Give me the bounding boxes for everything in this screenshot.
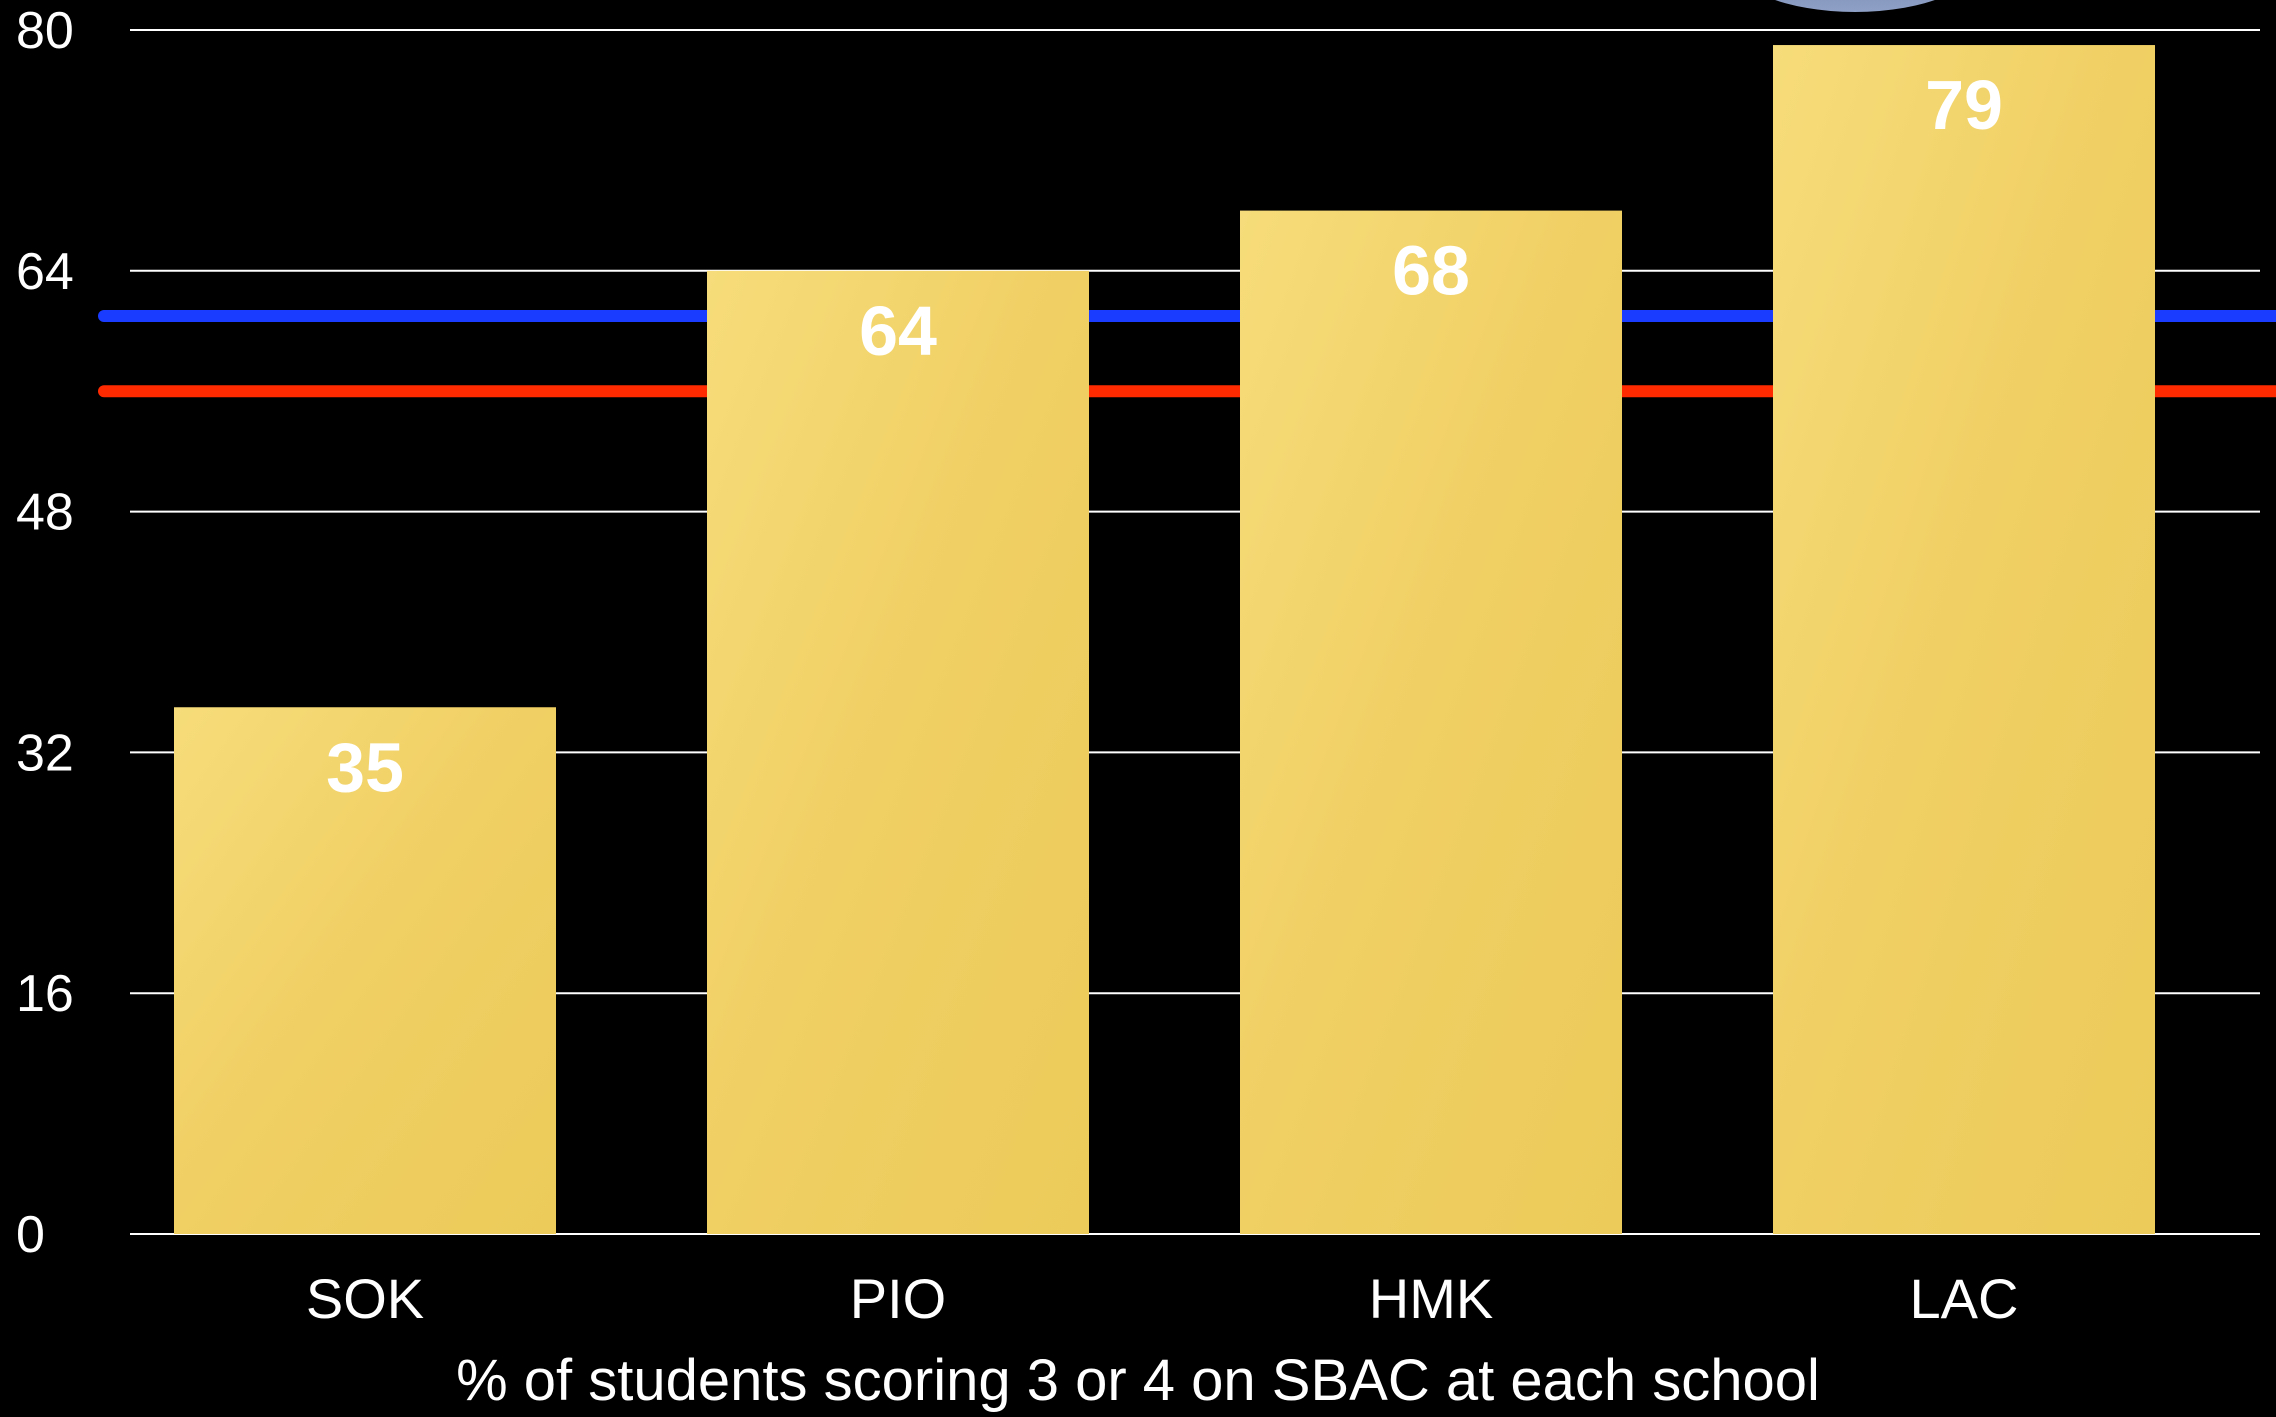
y-tick-label: 32 bbox=[16, 724, 74, 782]
x-axis-label: % of students scoring 3 or 4 on SBAC at … bbox=[456, 1348, 1820, 1413]
bar-sok bbox=[174, 707, 556, 1234]
x-tick-label: HMK bbox=[1369, 1267, 1493, 1330]
y-tick-label: 80 bbox=[16, 2, 74, 60]
data-label: 79 bbox=[1925, 66, 2003, 144]
y-tick-label: 48 bbox=[16, 484, 74, 542]
data-label: 68 bbox=[1392, 232, 1470, 310]
y-tick-label: 0 bbox=[16, 1206, 45, 1264]
bar-hmk bbox=[1240, 210, 1622, 1235]
x-tick-label: LAC bbox=[1910, 1267, 2019, 1330]
y-tick-label: 64 bbox=[16, 243, 74, 301]
bar-pio bbox=[707, 270, 1089, 1234]
bar-lac bbox=[1773, 45, 2155, 1234]
data-label: 35 bbox=[326, 728, 404, 806]
x-tick-label: SOK bbox=[306, 1267, 424, 1330]
x-tick-label: PIO bbox=[850, 1267, 946, 1330]
y-tick-label: 16 bbox=[16, 965, 74, 1023]
data-label: 64 bbox=[859, 292, 937, 370]
decorative-badge bbox=[1775, 0, 1935, 12]
